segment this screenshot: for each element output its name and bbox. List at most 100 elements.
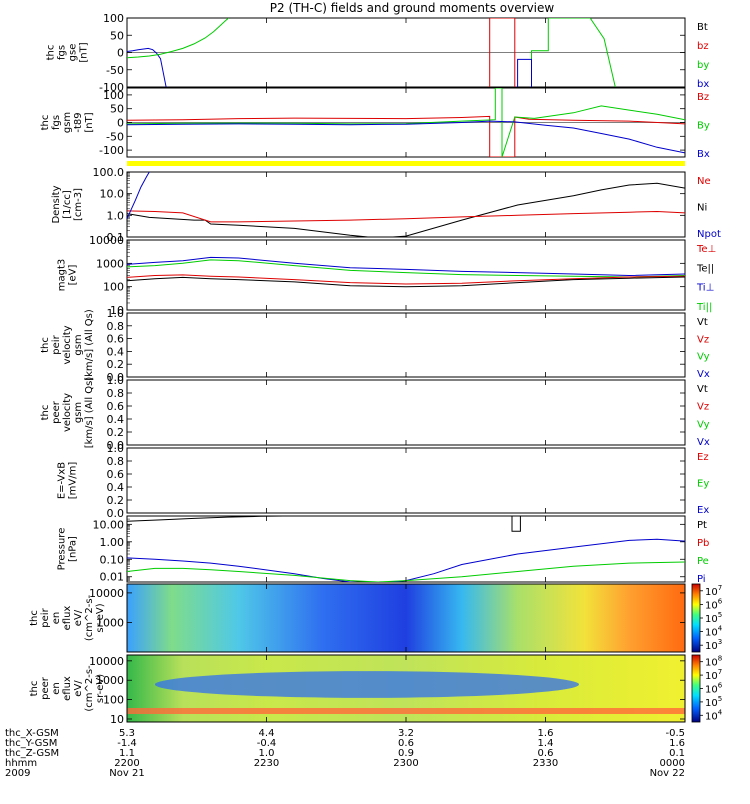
x-axis-row-value: -0.4 xyxy=(257,738,277,749)
panel-frame xyxy=(126,515,686,583)
y-axis-label-line: magt3 xyxy=(57,259,68,292)
panel-frame xyxy=(126,379,686,446)
y-tick-label: -50 xyxy=(106,64,124,77)
y-tick-label: 0.2 xyxy=(107,358,125,371)
y-tick-label: 0.2 xyxy=(107,426,125,439)
y-tick-label: 1000 xyxy=(96,674,124,687)
y-tick-label: 1000 xyxy=(96,616,124,629)
legend-label: Pt xyxy=(697,520,707,531)
x-axis-row-value: 1.6 xyxy=(538,728,554,739)
x-axis-row-value: 2230 xyxy=(254,758,279,769)
y-axis-label-line: gse xyxy=(68,44,79,62)
y-tick-label: -100 xyxy=(99,81,124,94)
y-axis-label-line: thc xyxy=(29,681,40,697)
colorbar-tick-exponent: 7 xyxy=(718,584,722,592)
colorbar-tick-exponent: 4 xyxy=(718,625,723,633)
y-axis-label-line: gsm xyxy=(73,334,84,355)
legend-label: bz xyxy=(697,41,709,52)
legend-label: Vx xyxy=(697,437,710,448)
series-ti⊥ xyxy=(127,256,685,277)
panel-temperature: 10000 1000 100 10 magt3 [eV] Te⊥ Te|| Ti⊥ Ti|| xyxy=(57,234,717,317)
figure-title: P2 (TH-C) fields and ground moments over… xyxy=(270,1,555,15)
y-axis-label-line: eV/ xyxy=(73,609,84,626)
series-pt xyxy=(127,516,284,522)
legend-label: Bt xyxy=(697,22,708,33)
series-pi xyxy=(127,538,685,582)
y-axis-label-line: [km/s] (All Qs) xyxy=(84,309,95,381)
series-te|| xyxy=(127,276,685,288)
panel-frame xyxy=(126,171,686,238)
colorbar-tick-label: 108 xyxy=(705,655,722,669)
series-te⊥ xyxy=(127,274,685,285)
x-axis-row-value: 4.4 xyxy=(259,728,275,739)
x-axis-row-label: hhmm xyxy=(5,758,37,769)
y-tick-label: 50 xyxy=(110,29,124,42)
x-axis-row-value: 2330 xyxy=(533,758,558,769)
y-tick-label: -100 xyxy=(99,144,124,157)
y-tick-label: 0.10 xyxy=(100,553,125,566)
y-tick-label: 10.0 xyxy=(100,188,125,201)
x-axis-row-label: thc_Z-GSM xyxy=(5,748,59,759)
legend-label: Vt xyxy=(697,317,708,328)
series-ni xyxy=(127,182,685,237)
legend-label: Npot xyxy=(697,229,721,240)
y-axis-label-line: [cm-3] xyxy=(73,188,84,221)
y-axis-label-line: E=-VxB xyxy=(57,462,68,499)
legend-label: Pb xyxy=(697,538,709,549)
y-tick-label: 0.8 xyxy=(107,455,125,468)
x-axis-row-label: thc_Y-GSM xyxy=(5,738,57,749)
legend-label: Vt xyxy=(697,384,708,395)
colorbar-tick-label: 106 xyxy=(705,682,723,696)
y-tick-label: 0.0 xyxy=(107,507,125,520)
colorbar xyxy=(691,583,701,653)
y-axis-label-line: [mV/m] xyxy=(68,462,79,500)
y-axis-label-line: [1/cc] xyxy=(62,190,73,219)
legend-label: Vy xyxy=(697,352,710,363)
colorbar-tick-label: 107 xyxy=(705,668,722,682)
y-tick-label: 1.0 xyxy=(107,442,125,455)
x-axis-row-value: 1.1 xyxy=(119,748,135,759)
series-pt2 xyxy=(511,516,521,532)
legend-label: Ti|| xyxy=(696,302,712,313)
panel-frame xyxy=(126,312,686,378)
y-tick-label: 0.8 xyxy=(107,387,125,400)
y-tick-label: 0.6 xyxy=(107,400,125,413)
y-axis-label-line: peer xyxy=(40,676,51,700)
y-axis-label-line: fgs xyxy=(51,115,62,130)
y-tick-label: 10 xyxy=(110,304,124,317)
colorbar-tick-label: 107 xyxy=(705,584,722,598)
y-axis-label-line: thc xyxy=(29,610,40,626)
y-tick-label: 0.4 xyxy=(107,413,125,426)
y-tick-label: 0.01 xyxy=(100,571,125,584)
y-axis-label-line: thc xyxy=(46,45,57,61)
y-tick-label: 0 xyxy=(117,117,124,130)
x-axis-row-label: 2009 xyxy=(5,768,30,779)
y-tick-label: 0.0 xyxy=(107,439,125,452)
colorbar-tick-label: 106 xyxy=(705,597,723,611)
y-axis-label-line: [nT] xyxy=(79,42,90,62)
y-tick-label: 100 xyxy=(103,281,124,294)
y-axis-label-line: velocity xyxy=(62,325,73,364)
y-axis-label-line: eflux xyxy=(62,606,73,631)
colorbar-tick-exponent: 4 xyxy=(718,708,723,716)
colorbar-tick-exponent: 7 xyxy=(718,668,722,676)
y-axis-label-line: gsm xyxy=(62,112,73,133)
y-axis-label-line: Pressure xyxy=(57,528,68,571)
legend-label: Ne xyxy=(697,176,711,187)
x-axis-row-value: Nov 22 xyxy=(650,768,685,779)
legend-label: Vy xyxy=(697,419,710,430)
x-axis-row-value: 0.1 xyxy=(669,748,685,759)
panel-pressure: 10.00 1.00 0.10 0.01 Pressure [nPa] Pt Pb Pe Pi xyxy=(57,515,709,585)
y-axis-label-line: [nT] xyxy=(84,112,95,132)
legend-label: by xyxy=(697,60,709,71)
colorbar-tick-label: 104 xyxy=(705,708,723,722)
y-axis-label-line: thc xyxy=(40,115,51,131)
y-axis-label-line: [km/s] (All Qs) xyxy=(84,377,95,449)
x-axis-row-label: thc_X-GSM xyxy=(5,728,59,739)
x-axis-row-value: 5.3 xyxy=(119,728,135,739)
